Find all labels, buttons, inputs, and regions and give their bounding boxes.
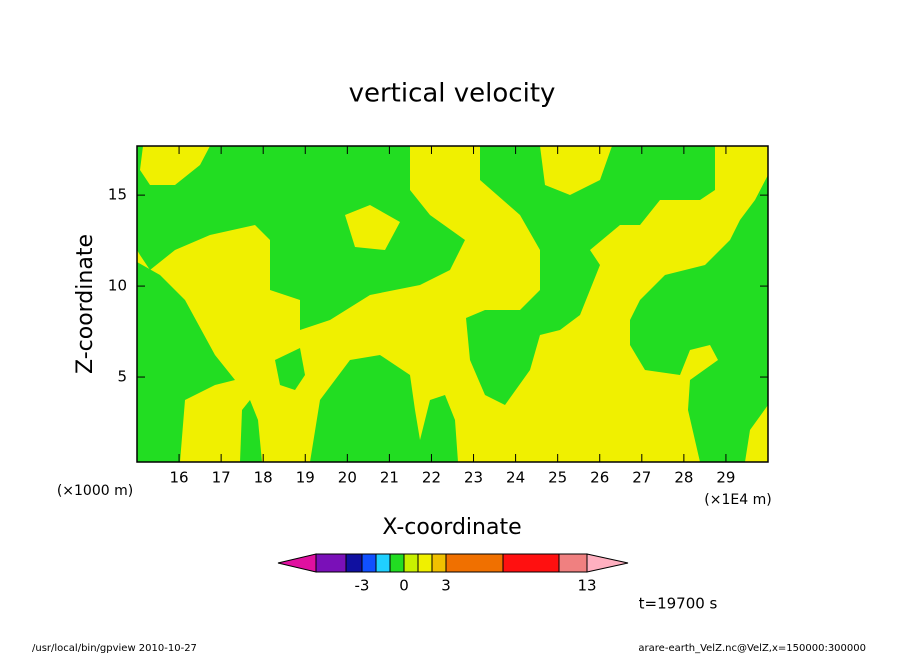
colorbar-swatch [445,553,504,573]
contour-region [275,348,305,390]
contour-region [466,146,715,405]
contour-region [630,175,768,462]
x-tick-label: 17 [212,469,231,487]
colorbar-swatch [389,553,405,573]
contour-region [240,400,262,462]
colorbar-label: 3 [441,577,451,595]
colorbar-swatch [315,553,347,573]
y-tick-label: 10 [108,277,127,295]
plot-frame [136,145,769,463]
footer-left: /usr/local/bin/gpview 2010-10-27 [32,643,197,654]
colorbar-label: 13 [577,577,596,595]
y-tick-label: 5 [117,368,127,386]
colorbar-swatch [345,553,363,573]
footer-right: arare-earth_VelZ.nc@VelZ,x=150000:300000 [638,643,866,654]
contour-region [137,262,235,462]
x-tick-label: 22 [422,469,441,487]
y-tick-label: 15 [108,186,127,204]
x-tick-label: 23 [464,469,483,487]
x-tick-label: 18 [254,469,273,487]
colorbar-swatch [558,553,588,573]
colorbar-swatch [586,553,629,573]
colorbar-label: -3 [355,577,370,595]
x-tick-label: 19 [296,469,315,487]
y-axis-label: Z-coordinate [73,234,98,374]
colorbar-swatch [417,553,433,573]
colorbar-label: 0 [399,577,409,595]
plot-area [136,145,769,463]
x-tick-label: 25 [548,469,567,487]
contour-region [310,355,458,462]
chart-title: vertical velocity [349,79,556,109]
x-tick-label: 26 [590,469,609,487]
colorbar-swatch [431,553,447,573]
colorbar-swatch [361,553,377,573]
x-tick-label: 21 [380,469,399,487]
time-label: t=19700 s [639,595,718,613]
x-unit-label: (×1000 m) [57,483,133,499]
colorbar-swatch [403,553,419,573]
x-tick-label: 28 [674,469,693,487]
colorbar-swatch [277,553,317,573]
x-tick-label: 20 [338,469,357,487]
x-tick-label: 24 [506,469,525,487]
colorbar-swatch [375,553,391,573]
contour-region [345,205,400,250]
colorbar: -3 0 3 13 [277,553,629,595]
x-tick-label: 27 [632,469,651,487]
x-axis-label: X-coordinate [382,515,521,540]
contour-region [137,146,465,330]
contour-fills [137,146,768,462]
x-tick-label: 16 [170,469,189,487]
x-unit-label: (×1E4 m) [704,492,771,508]
x-tick-label: 29 [716,469,735,487]
colorbar-swatch [502,553,560,573]
